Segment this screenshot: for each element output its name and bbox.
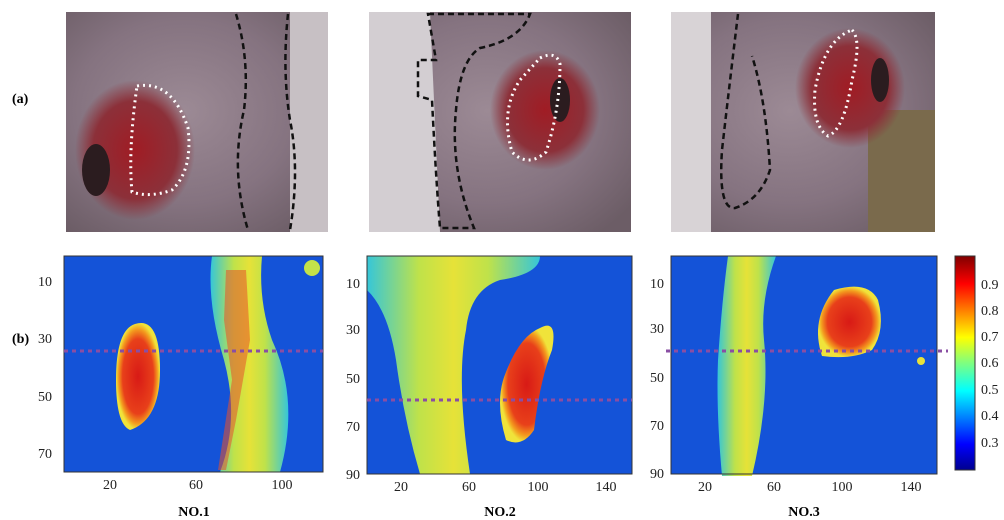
y-tick: 30 xyxy=(650,322,664,337)
y-tick: 70 xyxy=(38,447,52,462)
lesion-outline xyxy=(129,83,191,197)
eye-icon xyxy=(550,78,570,122)
band-outline-left xyxy=(234,13,250,231)
panel-title: NO.1 xyxy=(178,505,210,520)
eye-icon xyxy=(871,58,889,102)
y-tick: 50 xyxy=(650,371,664,386)
x-tick: 60 xyxy=(462,480,476,495)
y-tick: 70 xyxy=(650,419,664,434)
heatmap-panel-3: 10 30 50 70 90 20 60 100 140 NO.3 xyxy=(650,255,938,520)
colorbar-tick: 0.4 xyxy=(981,409,999,424)
colorbar-tick: 0.6 xyxy=(981,356,999,371)
colorbar-tick: 0.7 xyxy=(981,330,999,345)
y-tick: 90 xyxy=(346,468,360,483)
colorbar-tick: 0.9 xyxy=(981,278,999,293)
row-label-b: (b) xyxy=(12,332,29,347)
row-label-a: (a) xyxy=(12,92,29,107)
x-tick: 100 xyxy=(272,478,293,493)
panel-title: NO.2 xyxy=(484,505,516,520)
y-tick: 50 xyxy=(346,372,360,387)
lesion-hotspot xyxy=(116,322,160,430)
x-tick: 60 xyxy=(189,478,203,493)
photo-panel-3 xyxy=(671,12,935,232)
x-tick: 140 xyxy=(596,480,617,495)
y-tick: 10 xyxy=(346,277,360,292)
colorbar: 0.9 0.8 0.7 0.6 0.5 0.4 0.3 xyxy=(954,255,999,471)
colorbar-tick: 0.3 xyxy=(981,436,999,451)
x-tick: 20 xyxy=(103,478,117,493)
colorbar-tick: 0.8 xyxy=(981,304,999,319)
x-tick: 140 xyxy=(901,480,922,495)
x-tick: 100 xyxy=(832,480,853,495)
y-tick: 70 xyxy=(346,420,360,435)
y-tick: 10 xyxy=(650,277,664,292)
y-tick: 30 xyxy=(346,323,360,338)
band-outline-right xyxy=(284,13,297,231)
lesion-hotspot xyxy=(500,325,554,443)
eye-icon xyxy=(82,144,110,196)
colorbar-tick: 0.5 xyxy=(981,383,999,398)
x-tick: 20 xyxy=(394,480,408,495)
y-tick: 50 xyxy=(38,390,52,405)
x-tick: 100 xyxy=(528,480,549,495)
heatmap-panel-2: 10 30 50 70 90 20 60 100 140 NO.2 xyxy=(346,255,633,520)
lesion-hotspot xyxy=(818,286,881,358)
band-outline xyxy=(416,12,532,230)
photo-panel-2 xyxy=(369,12,631,232)
x-tick: 20 xyxy=(698,480,712,495)
x-tick: 60 xyxy=(767,480,781,495)
photo-panel-1 xyxy=(66,12,328,232)
y-tick: 30 xyxy=(38,332,52,347)
band-outline xyxy=(720,13,772,210)
lesion-outline xyxy=(506,53,562,162)
heatmap-panel-1: 10 30 50 70 20 60 100 NO.1 xyxy=(38,255,324,520)
panel-title: NO.3 xyxy=(788,505,820,520)
lesion-outline xyxy=(813,28,859,138)
y-tick: 10 xyxy=(38,275,52,290)
y-tick: 90 xyxy=(650,467,664,482)
